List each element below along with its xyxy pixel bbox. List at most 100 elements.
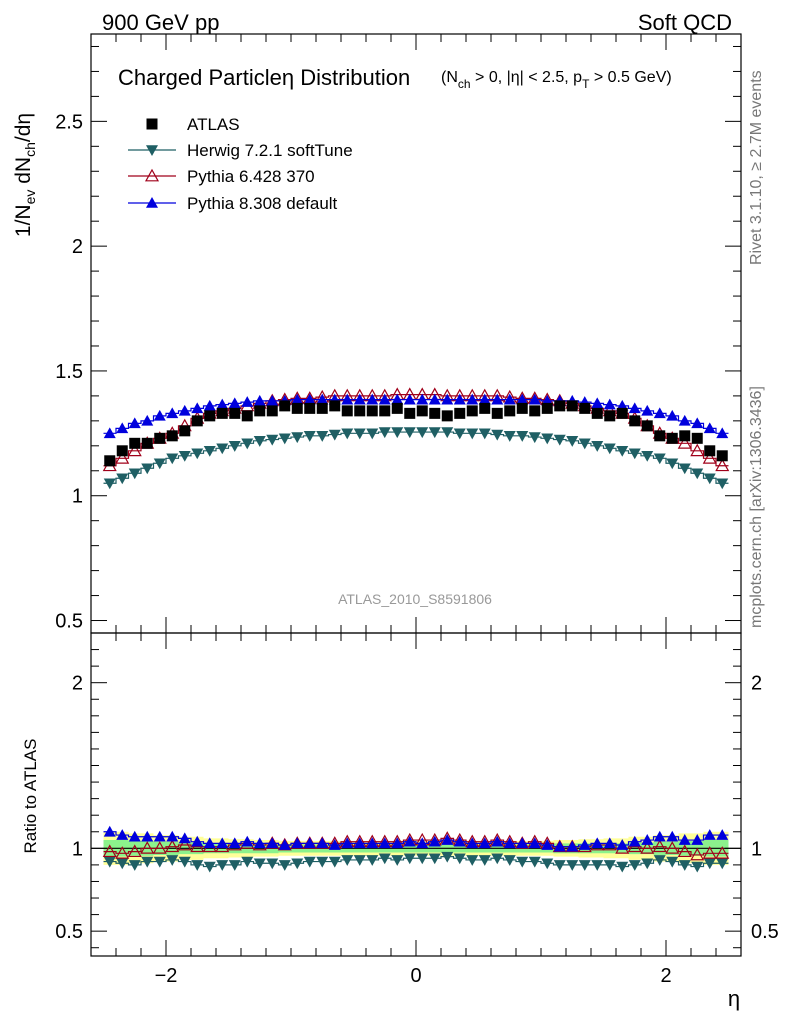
atlas-point — [479, 402, 491, 414]
pythia8-ratio-point — [516, 837, 529, 849]
herwig-ratio-point — [253, 858, 266, 870]
pythia8-ratio-point — [691, 834, 704, 845]
legend-label: Pythia 6.428 370 — [187, 167, 315, 186]
atlas-point — [454, 407, 466, 419]
pythia8-point — [628, 402, 641, 414]
herwig-ratio-point — [416, 853, 429, 865]
pythia8-ratio-point — [178, 832, 191, 844]
ratio-plot-panel: 0.5 0.5 1 1 2 2 −2 0 2 — [55, 632, 779, 987]
pythia6-ratio-point — [165, 839, 180, 853]
atlas-point — [616, 407, 628, 419]
x-tick-label: −2 — [155, 965, 178, 987]
pythia8-ratio-point — [453, 835, 466, 847]
herwig-point — [353, 428, 366, 440]
pythia8-ratio-point — [266, 837, 279, 849]
herwig-point — [716, 478, 729, 490]
herwig-ratio-point — [178, 856, 191, 868]
pythia8-point — [266, 394, 279, 406]
pythia6-ratio-point — [152, 841, 167, 854]
pythia8-point — [316, 393, 329, 405]
herwig-ratio-point — [528, 856, 541, 868]
ratio-y-tick-label: 2 — [72, 673, 83, 695]
herwig-point — [603, 443, 616, 455]
atlas-point — [366, 405, 378, 417]
pythia8-point — [528, 393, 541, 405]
pythia6-point — [115, 451, 130, 464]
y-tick-label: 0.5 — [55, 611, 83, 633]
herwig-point — [628, 448, 641, 460]
herwig-point — [591, 441, 604, 452]
atlas-point — [241, 410, 253, 422]
herwig-point — [441, 427, 454, 439]
pythia6-ratio-point — [665, 841, 680, 854]
herwig-point — [216, 443, 229, 455]
pythia8-ratio-point — [191, 835, 204, 847]
herwig-ratio-point — [278, 860, 291, 871]
herwig-point — [553, 434, 566, 446]
pythia8-ratio-point — [466, 837, 479, 849]
rivet-label: Rivet 3.1.10, ≥ 2.7M events — [748, 70, 765, 265]
atlas-point — [441, 410, 453, 422]
atlas-point — [141, 437, 153, 449]
herwig-ratio-point — [566, 860, 579, 871]
pythia8-ratio-point — [353, 837, 366, 849]
y-tick-label: 1 — [72, 486, 83, 508]
pythia8-ratio-point — [341, 837, 354, 849]
herwig-ratio-point — [116, 858, 129, 870]
herwig-ratio-point — [428, 853, 441, 865]
pythia8-ratio-point — [403, 835, 416, 847]
herwig-point — [403, 427, 416, 439]
herwig-point — [291, 432, 304, 444]
atlas-point — [304, 402, 316, 414]
herwig-point — [103, 478, 116, 490]
pythia8-point — [428, 393, 441, 405]
legend-marker — [146, 197, 158, 208]
pythia8-ratio-point — [128, 830, 141, 842]
pythia6-point — [677, 436, 692, 449]
atlas-point — [579, 402, 591, 414]
pythia8-point — [591, 397, 604, 409]
pythia8-ratio-point — [478, 837, 491, 849]
pythia6-ratio-point — [140, 841, 155, 854]
pythia8-point — [103, 427, 116, 439]
herwig-ratio-point — [166, 855, 179, 866]
herwig-point — [366, 428, 379, 440]
ratio-y-tick-label: 0.5 — [55, 921, 83, 943]
herwig-ratio-point — [341, 855, 354, 866]
herwig-ratio-point — [103, 856, 116, 868]
plot-title: Charged Particleη Distribution — [118, 65, 410, 90]
atlas-point — [404, 407, 416, 419]
pythia8-ratio-point — [278, 839, 291, 850]
pythia8-point — [503, 393, 516, 405]
atlas-point — [166, 430, 178, 442]
pythia8-point — [153, 409, 166, 421]
pythia8-point — [603, 398, 616, 410]
header-right: Soft QCD — [638, 10, 732, 35]
herwig-ratio-point — [128, 860, 141, 871]
pythia8-point — [191, 402, 204, 414]
pythia6-ratio-point — [715, 846, 730, 859]
herwig-point — [241, 438, 254, 450]
pythia8-ratio-point — [703, 829, 716, 840]
atlas-point — [641, 420, 653, 432]
pythia8-point — [666, 409, 679, 421]
pythia8-point — [116, 422, 129, 434]
herwig-point — [528, 432, 541, 444]
ratio-y-tick-label-right: 2 — [751, 673, 762, 695]
herwig-point — [478, 428, 491, 440]
herwig-point — [416, 427, 429, 439]
ratio-series — [103, 825, 729, 852]
herwig-point — [578, 438, 591, 450]
herwig-ratio-point — [228, 860, 241, 871]
pythia8-point — [253, 394, 266, 406]
ratio-series — [103, 851, 729, 873]
pythia8-ratio-point — [291, 837, 304, 849]
atlas-point — [529, 405, 541, 417]
pythia8-point — [453, 393, 466, 405]
herwig-point — [491, 429, 504, 441]
pythia8-point — [391, 393, 404, 405]
herwig-ratio-point — [691, 861, 704, 873]
atlas-point — [391, 402, 403, 414]
herwig-point — [653, 453, 666, 465]
herwig-point — [666, 458, 679, 470]
